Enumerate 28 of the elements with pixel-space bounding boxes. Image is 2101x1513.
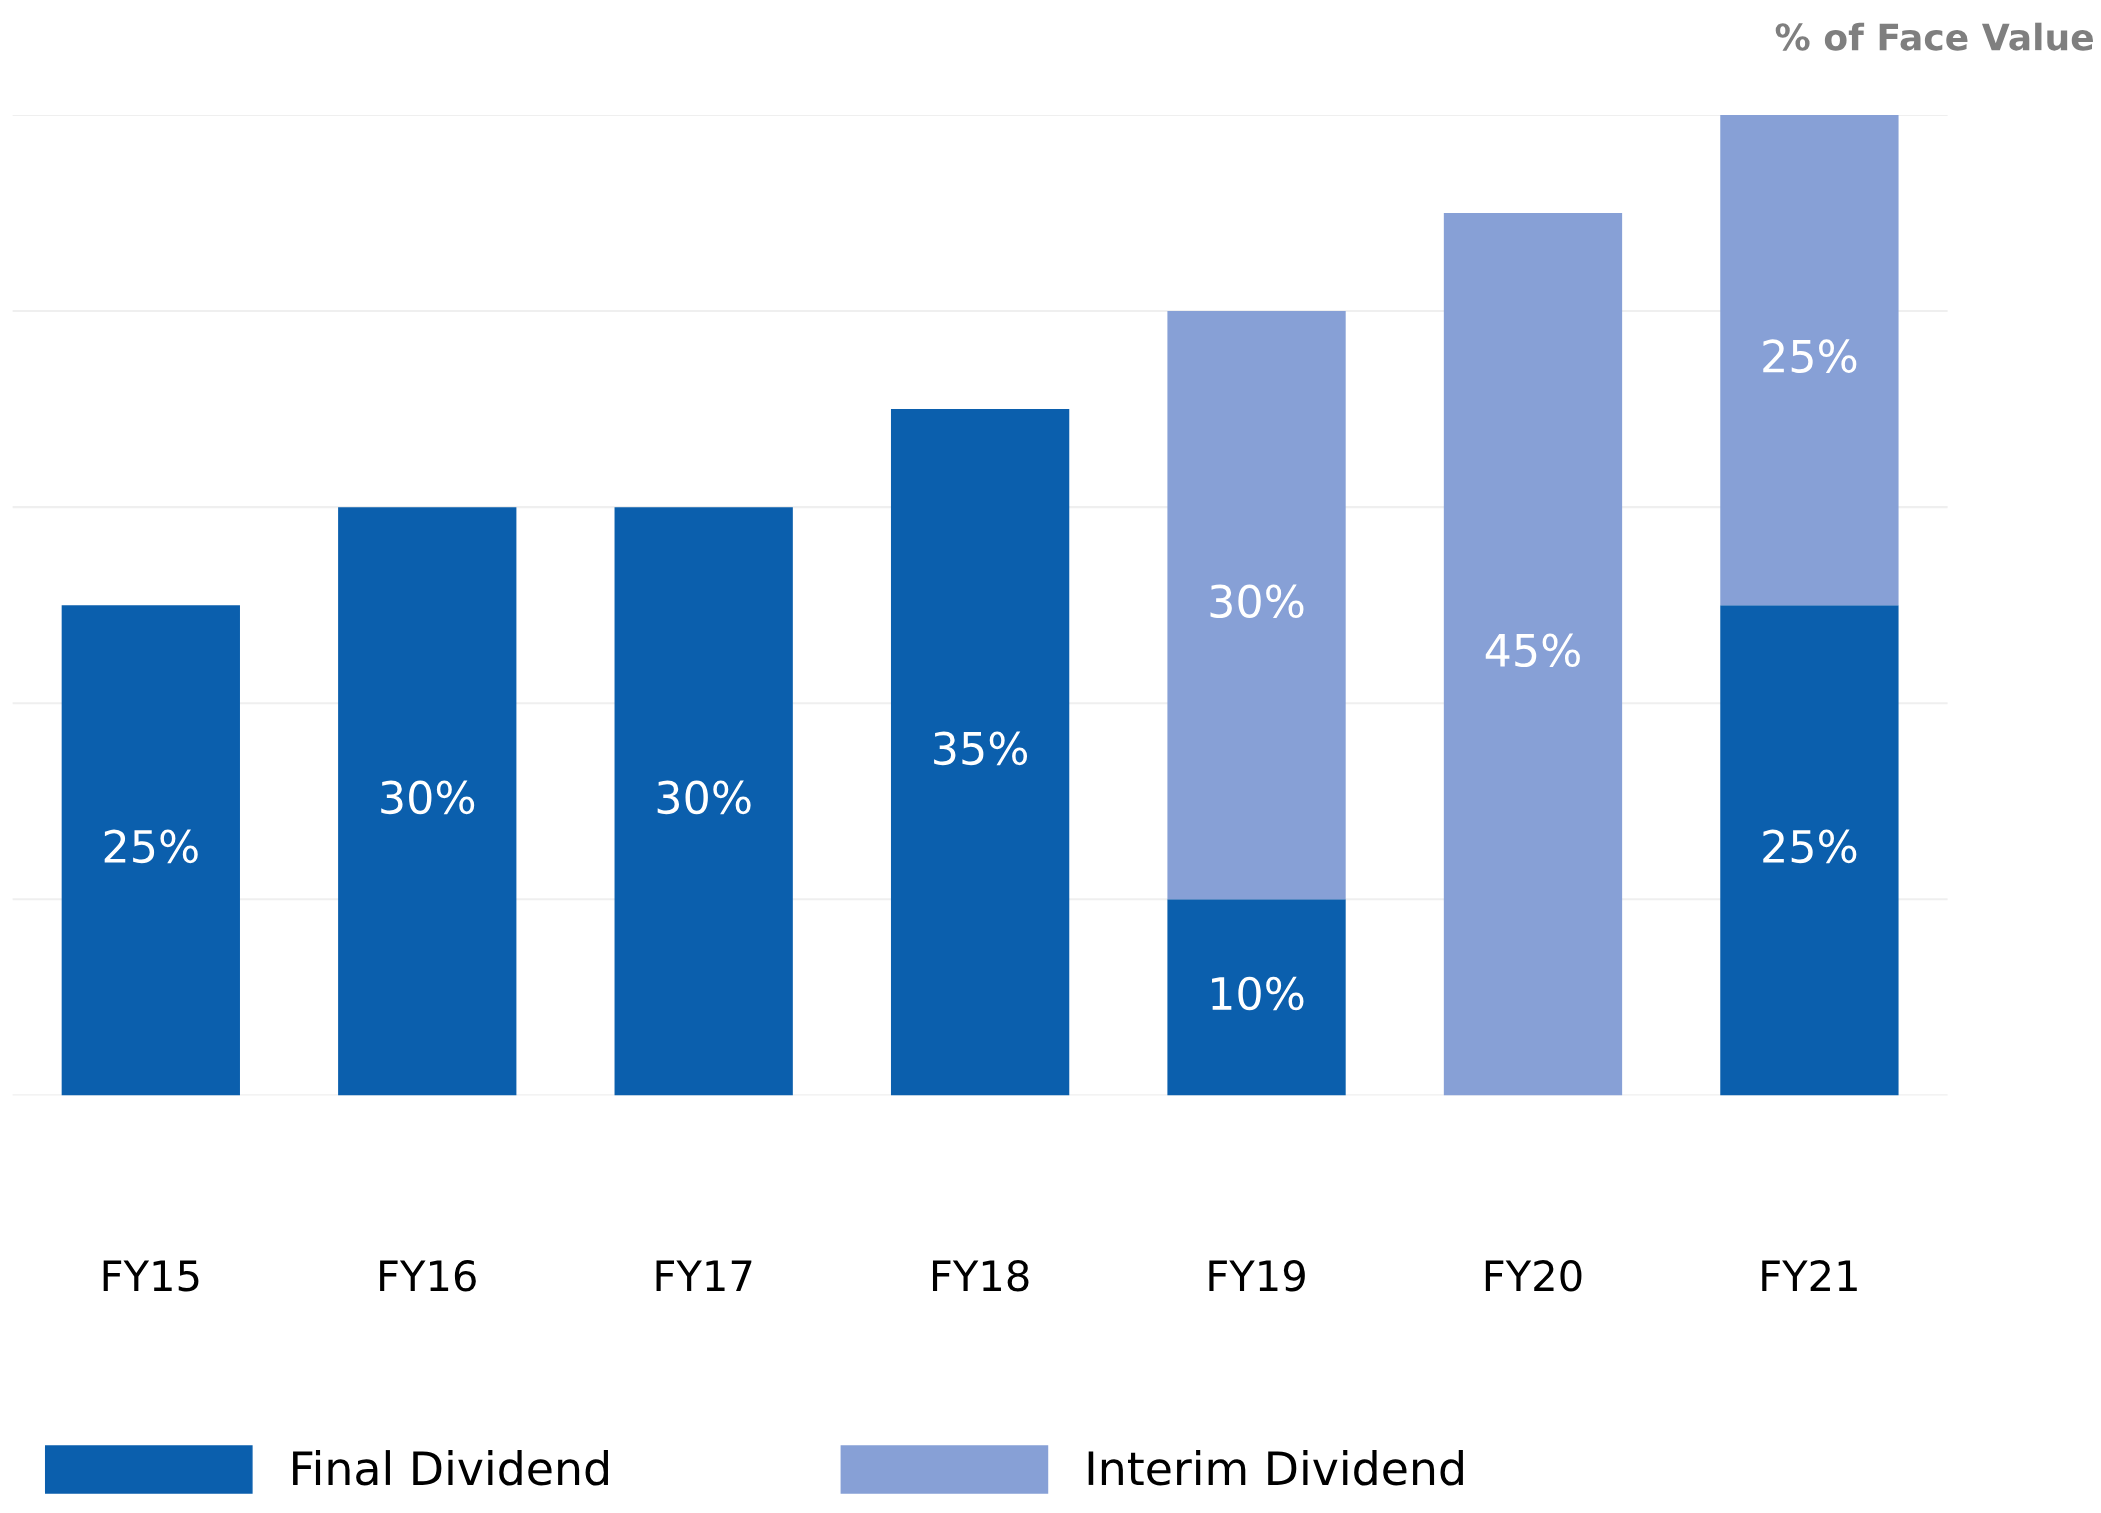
y-axis-title: % of Face Value	[1775, 22, 2093, 51]
data-label: 45%	[1485, 633, 1580, 668]
bar	[1443, 213, 1623, 1096]
data-label: 30%	[381, 780, 475, 815]
x-tick-label: FY20	[1485, 1260, 1582, 1292]
data-label: 35%	[934, 731, 1028, 766]
x-tick-label: FY18	[932, 1260, 1029, 1292]
bar	[1167, 311, 1346, 900]
legend-label: Final Dividend	[293, 1450, 608, 1486]
data-label: 30%	[657, 780, 751, 815]
x-tick-label: FY16	[380, 1260, 476, 1292]
x-tick-label: FY17	[656, 1260, 752, 1291]
x-tick-label: FY21	[1762, 1260, 1857, 1291]
legend-label: Interim Dividend	[1088, 1450, 1463, 1486]
x-tick-label: FY19	[1209, 1260, 1305, 1292]
data-label: 25%	[104, 829, 198, 864]
bar	[1167, 899, 1346, 1096]
bar	[61, 605, 240, 1096]
data-label: 25%	[1763, 829, 1857, 864]
x-tick-label: FY15	[103, 1260, 199, 1292]
bar	[338, 507, 517, 1096]
bar	[614, 507, 793, 1096]
bar	[890, 409, 1070, 1096]
data-label: 30%	[1210, 584, 1304, 619]
data-label: 25%	[1763, 339, 1857, 373]
bar	[1720, 605, 1899, 1096]
data-label: 10%	[1212, 976, 1304, 1011]
bar	[1720, 114, 1899, 606]
